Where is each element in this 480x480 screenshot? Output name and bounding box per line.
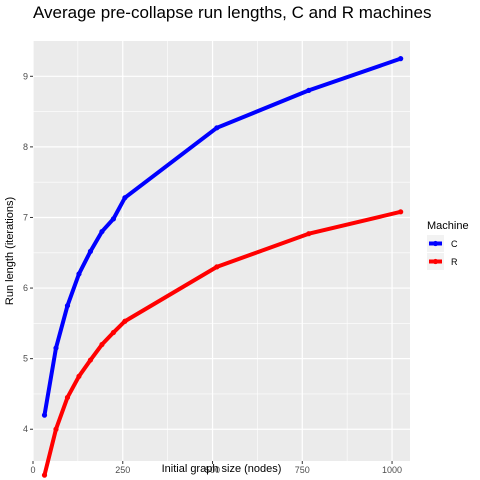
data-point-R xyxy=(53,426,59,432)
data-point-C xyxy=(214,125,220,131)
data-point-C xyxy=(306,87,312,94)
y-tick-label: 6 xyxy=(23,283,28,293)
data-point-C xyxy=(53,345,59,351)
y-tick-label: 7 xyxy=(23,212,28,222)
data-point-R xyxy=(76,373,82,379)
legend-label: R xyxy=(451,257,458,267)
x-tick-label: 250 xyxy=(115,465,130,475)
data-point-R xyxy=(214,264,220,270)
x-tick-label: 750 xyxy=(295,465,310,475)
x-tick-label: 1000 xyxy=(382,465,402,475)
data-point-C xyxy=(87,248,94,254)
x-axis: 0 250 500 750 1000 xyxy=(30,461,402,475)
data-point-R xyxy=(110,329,117,336)
legend-point-C xyxy=(432,240,439,247)
x-axis-title: Initial graph size (nodes) xyxy=(162,463,282,475)
legend-point-R xyxy=(432,258,439,265)
data-point-C xyxy=(110,216,117,222)
y-tick-label: 9 xyxy=(23,71,28,81)
data-point-R xyxy=(122,318,128,324)
data-point-C xyxy=(122,195,128,201)
data-point-C xyxy=(41,412,48,418)
data-point-R xyxy=(41,472,48,478)
y-tick-label: 8 xyxy=(23,142,28,152)
data-point-R xyxy=(99,341,105,348)
y-tick-label: 5 xyxy=(23,354,28,364)
data-point-R xyxy=(87,357,94,363)
legend: Machine CR xyxy=(427,220,469,270)
legend-label: C xyxy=(451,239,458,249)
chart-title: Average pre-collapse run lengths, C and … xyxy=(33,3,431,22)
data-point-C xyxy=(99,228,105,235)
y-axis-title: Run length (iterations) xyxy=(4,197,16,305)
data-point-C xyxy=(398,56,404,62)
data-point-R xyxy=(306,231,312,237)
data-point-C xyxy=(64,303,71,309)
legend-title: Machine xyxy=(427,220,469,232)
data-point-R xyxy=(398,209,404,215)
series-layer xyxy=(41,56,404,478)
legend-items: CR xyxy=(427,235,458,270)
y-tick-label: 4 xyxy=(23,424,28,434)
data-point-C xyxy=(76,271,82,277)
x-tick-label: 500 xyxy=(205,465,220,475)
data-point-R xyxy=(64,394,71,401)
y-axis: 4 5 6 7 8 9 xyxy=(23,71,33,434)
x-tick-label: 0 xyxy=(30,465,35,475)
